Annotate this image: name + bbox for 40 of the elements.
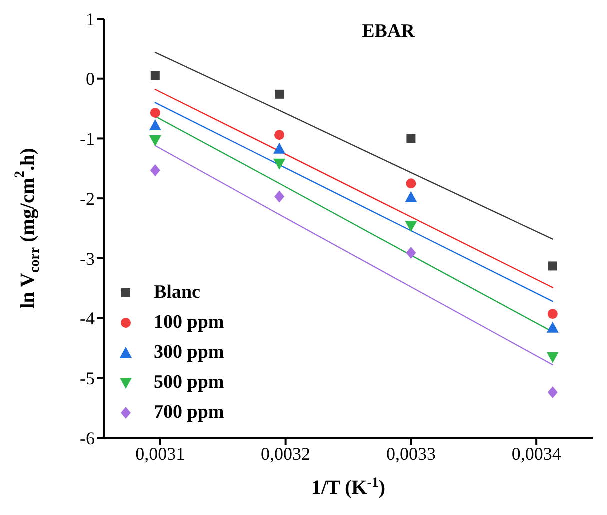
point (150, 164, 160, 176)
y-tick-label: -2 (80, 188, 95, 209)
x-axis-title: 1/T (K$^{-1}$) (311, 476, 386, 499)
y-tick-label: 1 (86, 9, 95, 30)
point (405, 191, 418, 202)
x-tick-label: 0,0032 (261, 444, 311, 464)
point (406, 178, 416, 189)
point (548, 309, 558, 320)
point (405, 221, 418, 232)
point (274, 142, 286, 154)
y-tick-label: 0 (86, 69, 95, 90)
line-series (154, 52, 554, 240)
point (274, 190, 285, 203)
x-tick-label: 0,0034 (512, 444, 562, 464)
legend-label: 300 ppm (154, 342, 224, 364)
legend-label: Blanc (154, 282, 200, 304)
legend-label: 700 ppm (154, 402, 224, 424)
point (149, 136, 162, 147)
point (546, 322, 559, 333)
y-tick-label: -1 (80, 129, 95, 150)
point (406, 134, 416, 144)
point (275, 90, 284, 99)
point (150, 108, 160, 118)
legend-label: 100 ppm (154, 312, 224, 334)
y-tick-label: -6 (80, 428, 95, 448)
y-tick-label: -3 (80, 248, 95, 269)
point (150, 71, 160, 80)
point (548, 386, 558, 399)
point (406, 247, 416, 260)
y-tick-label: -4 (80, 308, 95, 329)
x-tick-label: 0,0033 (386, 444, 436, 464)
point (548, 262, 558, 271)
point (274, 158, 286, 170)
point (149, 120, 162, 131)
chart-title: EBAR (362, 21, 416, 42)
point (546, 352, 559, 364)
y-tick-label: -5 (80, 368, 95, 389)
legend-label: 500 ppm (154, 372, 224, 394)
x-tick-label: 0,0031 (136, 444, 186, 464)
point (274, 130, 285, 140)
